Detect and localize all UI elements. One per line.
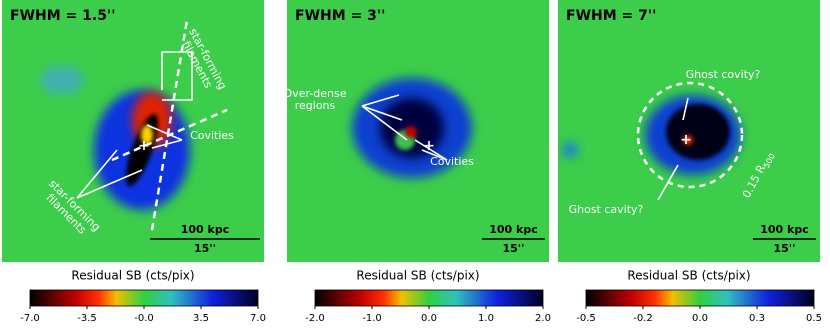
cross: + xyxy=(680,132,692,148)
radius-circle xyxy=(636,81,744,189)
colorbar-tick-label: -3.5 xyxy=(77,313,97,324)
colorbar-tick-label: -0.5 xyxy=(576,313,596,324)
annotation-line: regions xyxy=(295,99,336,112)
residual-image: + xyxy=(558,0,820,262)
panel-title: FWHM = 3'' xyxy=(295,8,385,24)
pointer-line xyxy=(361,94,408,141)
annotation-line: Over-dense xyxy=(284,87,347,100)
colorbar-tick-label: -7.0 xyxy=(20,313,40,324)
pointer-line xyxy=(146,124,183,149)
colorbar-tick-label: -1.0 xyxy=(362,313,382,324)
panel: + FWHM = 3'' Over-dense regions Covities 100 … xyxy=(284,0,551,324)
colorbar-tick-label: 1.0 xyxy=(478,313,494,324)
scale-arcsec: 15'' xyxy=(502,242,524,255)
pointer-line xyxy=(161,51,193,101)
panel: +FWHM = 7''Ghost covity?Ghost cavity?0.1… xyxy=(558,0,822,324)
feature xyxy=(683,135,693,145)
scale-arcsec: 15'' xyxy=(773,242,795,255)
residual-image: + xyxy=(2,0,264,262)
panel-title: FWHM = 1.5'' xyxy=(10,8,116,24)
colorbar-tick-label: -2.0 xyxy=(305,313,325,324)
colorbar-label: Residual SB (cts/pix) xyxy=(71,269,194,283)
panel: +FWHM = 1.5''star-formingfilamentsCoviti… xyxy=(2,0,266,324)
feature xyxy=(405,126,417,138)
colorbar-tick-label: -0.2 xyxy=(633,313,653,324)
colorbar-tick-label: 7.0 xyxy=(250,313,266,324)
colorbar-tick-label: 0.3 xyxy=(749,313,765,324)
feature xyxy=(666,104,730,160)
colorbar-tick-label: 0.0 xyxy=(692,313,708,324)
colorbar-tick-label: 3.5 xyxy=(193,313,209,324)
colorbar-label: Residual SB (cts/pix) xyxy=(356,269,479,283)
scale-kpc: 100 kpc xyxy=(181,223,230,236)
panel-title: FWHM = 7'' xyxy=(566,8,656,24)
colorbar-tick-label: 0.5 xyxy=(806,313,822,324)
cross: + xyxy=(138,138,150,154)
residual-image: + xyxy=(287,0,549,262)
feature xyxy=(40,66,84,94)
pointer-line xyxy=(414,139,448,161)
annotation: Ghost covity? xyxy=(686,68,761,81)
colorbar xyxy=(314,289,544,307)
scale-kpc: 100 kpc xyxy=(760,223,809,236)
pointer-line xyxy=(682,97,689,121)
colorbar xyxy=(585,289,815,307)
annotation: Ghost cavity? xyxy=(569,203,644,216)
pointer-line xyxy=(76,149,143,199)
scale-kpc: 100 kpc xyxy=(489,223,538,236)
feature xyxy=(141,125,153,145)
annotation: Covities xyxy=(190,129,234,142)
colorbar-tick-label: 2.0 xyxy=(535,313,551,324)
feature xyxy=(562,142,578,158)
annotation: Over-dense regions xyxy=(284,87,347,112)
colorbar-label: Residual SB (cts/pix) xyxy=(627,269,750,283)
cross: + xyxy=(423,138,435,154)
colorbar xyxy=(29,289,259,307)
scale-arcsec: 15'' xyxy=(194,242,216,255)
colorbar-tick-label: -0.0 xyxy=(134,313,154,324)
colorbar-tick-label: 0.0 xyxy=(421,313,437,324)
annotation: Covities xyxy=(430,155,474,168)
